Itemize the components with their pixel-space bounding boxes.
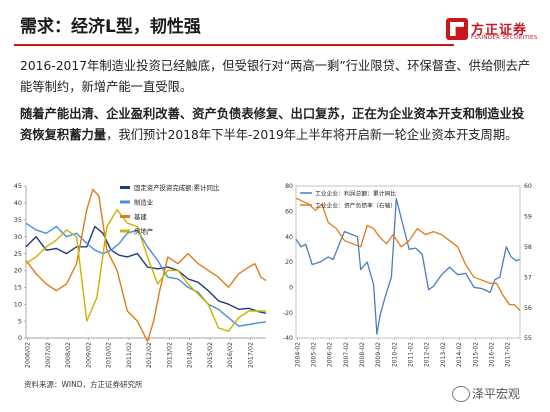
y-tick-label: 25: [14, 250, 22, 258]
plot-frame: [295, 185, 521, 339]
x-tick-label: 2016/02: [227, 342, 234, 368]
series-line: [25, 222, 267, 327]
x-tick-label: 2008/02: [65, 342, 72, 368]
y-tick-label: 0: [18, 334, 22, 342]
y-tick-label: 35: [14, 216, 22, 224]
x-tick-label: 2011/02: [126, 342, 133, 368]
legend-swatch: [120, 200, 130, 204]
founder-logo-icon: [446, 18, 468, 40]
logo-text-cn: 方正证券: [471, 23, 528, 38]
x-tick-label: 2011-02: [408, 342, 415, 367]
legend-label: 固定资产投资完成额:累计同比: [134, 183, 220, 192]
legend-swatch: [120, 229, 130, 233]
y-right-tick-label: 55: [524, 335, 532, 342]
legend-label: 工业企业：资产负债率（右轴）: [315, 202, 396, 210]
slide-header: 需求：经济L型，韧性强 方正证券 FOUNDER SECURITIES: [0, 0, 550, 48]
x-tick-label: 2012-02: [424, 342, 431, 367]
legend-label: 基建: [134, 212, 147, 221]
watermark-text: 泽平宏观: [472, 387, 521, 401]
x-tick-label: 2008-02: [359, 342, 366, 367]
legend-swatch: [120, 215, 130, 218]
y-right-tick-label: 58: [524, 244, 532, 251]
y-tick-label: 45: [14, 182, 22, 190]
paragraph-2-bold: 随着产能出清、企业盈利改善、资产负债表修复、出口复苏，正在为企业资本开支和制造业…: [20, 107, 525, 142]
x-tick-label: 2006/02: [25, 342, 32, 368]
x-tick-label: 2016-02: [488, 342, 495, 367]
title-rule: [14, 44, 454, 46]
x-tick-label: 2012/02: [146, 342, 153, 368]
founder-logo: 方正证券 FOUNDER SECURITIES: [446, 18, 546, 46]
legend-label: 工业企业：利润总额：累计同比: [315, 190, 396, 198]
wechat-icon: [452, 386, 470, 402]
y-tick-label: 20: [14, 267, 22, 275]
paragraph-2-rest: ，我们预计2018年下半年-2019年上半年将开启新一轮企业资本开支周期。: [106, 128, 518, 142]
logo-text-en: FOUNDER SECURITIES: [471, 35, 538, 41]
x-tick-label: 2006-02: [327, 342, 334, 367]
x-tick-label: 2010/02: [106, 342, 113, 368]
y-left-tick-label: 40: [285, 234, 293, 241]
y-tick-label: 15: [14, 284, 22, 292]
x-tick-label: 2007-02: [343, 342, 350, 367]
legend-label: 房地产: [134, 227, 153, 236]
y-right-tick-label: 60: [524, 183, 532, 190]
x-tick-label: 2014-02: [456, 342, 463, 367]
series-line: [295, 198, 521, 335]
x-tick-label: 2015-02: [472, 342, 479, 367]
y-left-tick-label: 60: [285, 209, 293, 216]
x-tick-label: 2009-02: [375, 342, 382, 367]
slide-title: 需求：经济L型，韧性强: [20, 17, 201, 37]
paragraph-2: 随着产能出清、企业盈利改善、资产负债表修复、出口复苏，正在为企业资本开支和制造业…: [20, 104, 535, 146]
y-left-tick-label: 20: [285, 259, 293, 266]
series-line: [295, 197, 521, 312]
legend-label: 制造业: [134, 198, 154, 207]
y-tick-label: 30: [14, 233, 22, 241]
x-tick-label: 2004-02: [294, 342, 301, 367]
x-tick-label: 2017/02: [247, 342, 254, 368]
paragraph-1: 2016-2017年制造业投资已经触底，但受银行对“两高一剩”行业限贷、环保督查…: [20, 59, 531, 94]
y-left-tick-label: -20: [283, 310, 293, 317]
y-right-tick-label: 57: [524, 274, 532, 281]
x-tick-label: 2014/02: [187, 342, 194, 368]
series-line: [25, 225, 267, 314]
y-tick-label: 40: [14, 199, 22, 207]
x-tick-label: 2017-02: [505, 342, 512, 367]
profit-leverage-chart: -40 -20 0 20 40 60 80 55 56 57 58 59 60 2004-02 2005-0…: [283, 183, 532, 367]
series-line: [25, 188, 267, 343]
investment-growth-chart: 0 5 10 15 20 25 30 35 40 45 2006/02 2007/02 2008/02 2…: [14, 182, 267, 368]
y-tick-label: 5: [18, 317, 22, 325]
y-left-tick-label: 80: [285, 183, 293, 190]
series-line: [25, 208, 266, 332]
y-right-tick-label: 56: [524, 305, 532, 312]
legend-swatch: [120, 186, 130, 189]
source-note: 资料来源：WIND，方正证券研究所: [24, 380, 143, 389]
x-tick-label: 2005-02: [311, 342, 318, 367]
x-tick-label: 2013/02: [166, 342, 173, 368]
y-right-tick-label: 59: [524, 214, 532, 221]
y-left-tick-label: -40: [283, 335, 293, 342]
y-left-tick-label: 0: [289, 285, 293, 292]
x-tick-label: 2015/02: [207, 342, 214, 368]
y-tick-label: 10: [14, 300, 22, 308]
x-tick-label: 2013-02: [440, 342, 447, 367]
x-tick-label: 2010-02: [391, 342, 398, 367]
x-tick-label: 2007/02: [45, 342, 52, 368]
x-tick-label: 2009/02: [85, 342, 92, 368]
